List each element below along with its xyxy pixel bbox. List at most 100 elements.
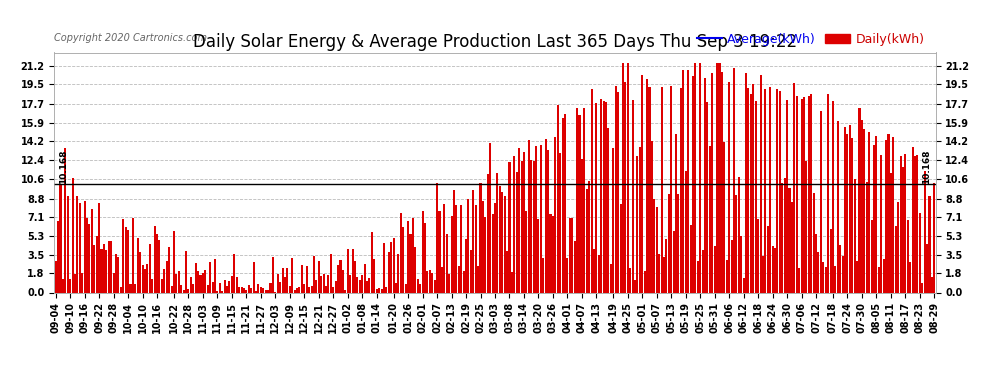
Bar — [61, 279, 64, 292]
Bar — [653, 199, 655, 292]
Bar — [105, 250, 107, 292]
Bar — [704, 78, 706, 292]
Bar — [69, 279, 71, 292]
Bar — [333, 286, 335, 292]
Bar — [496, 172, 498, 292]
Bar — [620, 204, 622, 292]
Bar — [110, 241, 112, 292]
Bar — [358, 280, 360, 292]
Bar — [745, 73, 747, 292]
Bar — [291, 258, 293, 292]
Bar — [125, 227, 127, 292]
Bar — [540, 145, 542, 292]
Bar — [634, 280, 636, 292]
Bar — [796, 96, 798, 292]
Bar — [605, 102, 607, 292]
Bar — [556, 105, 558, 292]
Bar — [57, 221, 59, 292]
Bar — [665, 239, 667, 292]
Bar — [914, 156, 916, 292]
Bar — [919, 213, 921, 292]
Bar — [685, 171, 687, 292]
Bar — [924, 171, 926, 292]
Bar — [378, 288, 380, 292]
Bar — [224, 280, 226, 292]
Bar — [742, 278, 744, 292]
Bar — [424, 223, 426, 292]
Bar — [130, 284, 132, 292]
Bar — [323, 274, 325, 292]
Bar — [153, 226, 155, 292]
Bar — [544, 139, 546, 292]
Bar — [909, 262, 911, 292]
Bar — [243, 288, 245, 292]
Bar — [66, 196, 68, 292]
Bar — [934, 183, 936, 292]
Bar — [294, 290, 296, 292]
Bar — [441, 267, 443, 292]
Bar — [325, 286, 327, 292]
Bar — [277, 274, 279, 292]
Bar — [113, 273, 115, 292]
Bar — [595, 103, 597, 292]
Bar — [142, 265, 144, 292]
Bar — [784, 178, 786, 292]
Bar — [286, 268, 288, 292]
Bar — [140, 252, 142, 292]
Bar — [689, 225, 692, 292]
Bar — [764, 89, 766, 292]
Bar — [212, 282, 214, 292]
Bar — [135, 284, 137, 292]
Bar — [793, 83, 795, 292]
Bar — [917, 155, 919, 292]
Bar — [650, 141, 653, 292]
Bar — [470, 250, 472, 292]
Bar — [637, 156, 639, 292]
Bar — [91, 209, 93, 292]
Bar — [209, 262, 211, 292]
Bar — [410, 234, 412, 292]
Bar — [511, 272, 513, 292]
Bar — [798, 268, 800, 292]
Bar — [786, 100, 788, 292]
Bar — [702, 250, 704, 292]
Bar — [345, 290, 346, 292]
Bar — [835, 266, 837, 292]
Bar — [484, 217, 486, 292]
Bar — [687, 70, 689, 292]
Bar — [342, 270, 344, 292]
Bar — [655, 207, 657, 292]
Bar — [895, 226, 897, 292]
Bar — [738, 177, 740, 292]
Bar — [400, 213, 402, 292]
Bar — [600, 99, 602, 292]
Bar — [158, 240, 160, 292]
Bar — [361, 275, 363, 292]
Bar — [108, 242, 110, 292]
Bar — [675, 134, 677, 292]
Text: Copyright 2020 Cartronics.com: Copyright 2020 Cartronics.com — [54, 33, 208, 43]
Bar — [697, 261, 699, 292]
Bar — [846, 134, 848, 292]
Bar — [853, 179, 855, 292]
Bar — [252, 261, 254, 292]
Bar — [543, 258, 545, 292]
Bar — [644, 271, 645, 292]
Bar — [236, 277, 238, 292]
Bar — [663, 257, 665, 292]
Bar — [71, 178, 73, 292]
Bar — [873, 145, 875, 292]
Bar — [851, 138, 853, 292]
Bar — [583, 108, 585, 292]
Bar — [598, 255, 600, 292]
Bar — [368, 278, 370, 292]
Bar — [823, 262, 825, 292]
Bar — [617, 92, 619, 292]
Bar — [407, 221, 409, 292]
Bar — [810, 94, 812, 292]
Bar — [477, 266, 479, 292]
Bar — [262, 288, 264, 292]
Bar — [98, 203, 100, 292]
Bar — [272, 256, 274, 292]
Bar — [711, 73, 713, 292]
